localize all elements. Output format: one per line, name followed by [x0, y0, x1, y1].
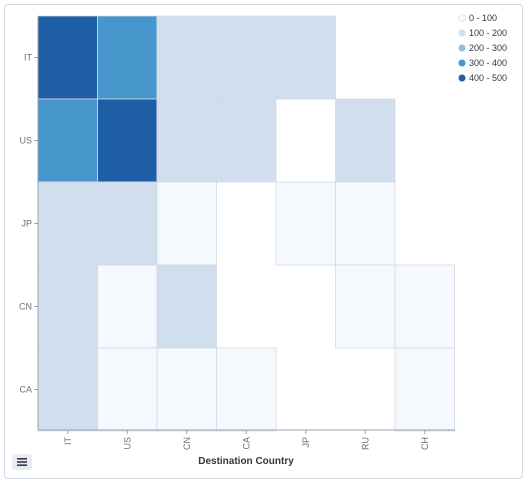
y-tick-label: US	[19, 136, 32, 146]
y-tick-label: JP	[21, 219, 32, 229]
legend-swatch	[458, 74, 466, 82]
legend-label: 300 - 400	[469, 58, 507, 68]
x-axis-title: Destination Country	[198, 456, 294, 467]
legend-item[interactable]: 300 - 400	[458, 58, 508, 68]
legend: 0 - 100 100 - 200 200 - 300 300 - 400 400 - …	[458, 13, 508, 83]
heatmap-cell-US-CA[interactable]	[216, 98, 277, 183]
heatmap-cell-CN-US[interactable]	[97, 264, 158, 349]
x-tick-label: US	[122, 437, 132, 450]
heatmap-cell-IT-CN[interactable]	[156, 15, 217, 100]
x-tick-label: RU	[360, 437, 370, 450]
x-tick-label: IT	[63, 436, 73, 445]
heatmap-cell-US-US[interactable]	[97, 98, 158, 183]
heatmap-cell-CN-RU[interactable]	[335, 264, 396, 349]
heatmap-cell-US-CN[interactable]	[156, 98, 217, 183]
heatmap-cell-JP-RU[interactable]	[335, 181, 396, 266]
legend-label: 0 - 100	[469, 13, 497, 23]
y-tick-label: CN	[19, 302, 32, 312]
x-tick-label: CH	[420, 437, 430, 450]
heatmap-cell-IT-JP[interactable]	[275, 15, 336, 100]
x-tick-label: CA	[241, 437, 251, 450]
legend-label: 400 - 500	[469, 73, 507, 83]
legend-item[interactable]: 100 - 200	[458, 28, 508, 38]
x-axis: IT US CN CA JP RU CH	[38, 429, 455, 450]
heatmap-cell-JP-IT[interactable]	[37, 181, 98, 266]
heatmap-cell-IT-US[interactable]	[97, 15, 158, 100]
y-axis: IT US JP CN CA	[19, 16, 39, 430]
heatmap-cell-CA-CH[interactable]	[394, 347, 455, 432]
legend-item[interactable]: 200 - 300	[458, 43, 508, 53]
x-tick-label: JP	[301, 437, 311, 448]
legend-item[interactable]: 400 - 500	[458, 73, 508, 83]
heatmap-cell-IT-IT[interactable]	[37, 15, 98, 100]
heatmap-cell-CN-CH[interactable]	[394, 264, 455, 349]
legend-label: 100 - 200	[469, 28, 507, 38]
heatmap-cell-CN-CN[interactable]	[156, 264, 217, 349]
legend-swatch	[458, 14, 466, 22]
legend-toggle-button[interactable]	[12, 454, 32, 470]
legend-swatch	[458, 29, 466, 37]
heatmap-cell-US-IT[interactable]	[37, 98, 98, 183]
legend-swatch	[458, 44, 466, 52]
heatmap-cell-CA-CA[interactable]	[216, 347, 277, 432]
heatmap-cell-CA-IT[interactable]	[37, 347, 98, 432]
heatmap-cell-IT-CA[interactable]	[216, 15, 277, 100]
heatmap-cell-CA-US[interactable]	[97, 347, 158, 432]
heatmap-cell-JP-CN[interactable]	[156, 181, 217, 266]
x-tick-label: CN	[182, 437, 192, 450]
legend-item[interactable]: 0 - 100	[458, 13, 498, 23]
heatmap-cell-US-RU[interactable]	[335, 98, 396, 183]
heatmap-cell-CA-CN[interactable]	[156, 347, 217, 432]
list-icon	[17, 458, 27, 466]
legend-swatch	[458, 59, 466, 67]
heatmap-cell-CN-IT[interactable]	[37, 264, 98, 349]
heatmap-cell-JP-US[interactable]	[97, 181, 158, 266]
heatmap-cell-JP-JP[interactable]	[275, 181, 336, 266]
legend-label: 200 - 300	[469, 43, 507, 53]
heatmap-cells	[37, 15, 455, 432]
y-tick-label: CA	[19, 385, 32, 395]
y-tick-label: IT	[24, 53, 33, 63]
